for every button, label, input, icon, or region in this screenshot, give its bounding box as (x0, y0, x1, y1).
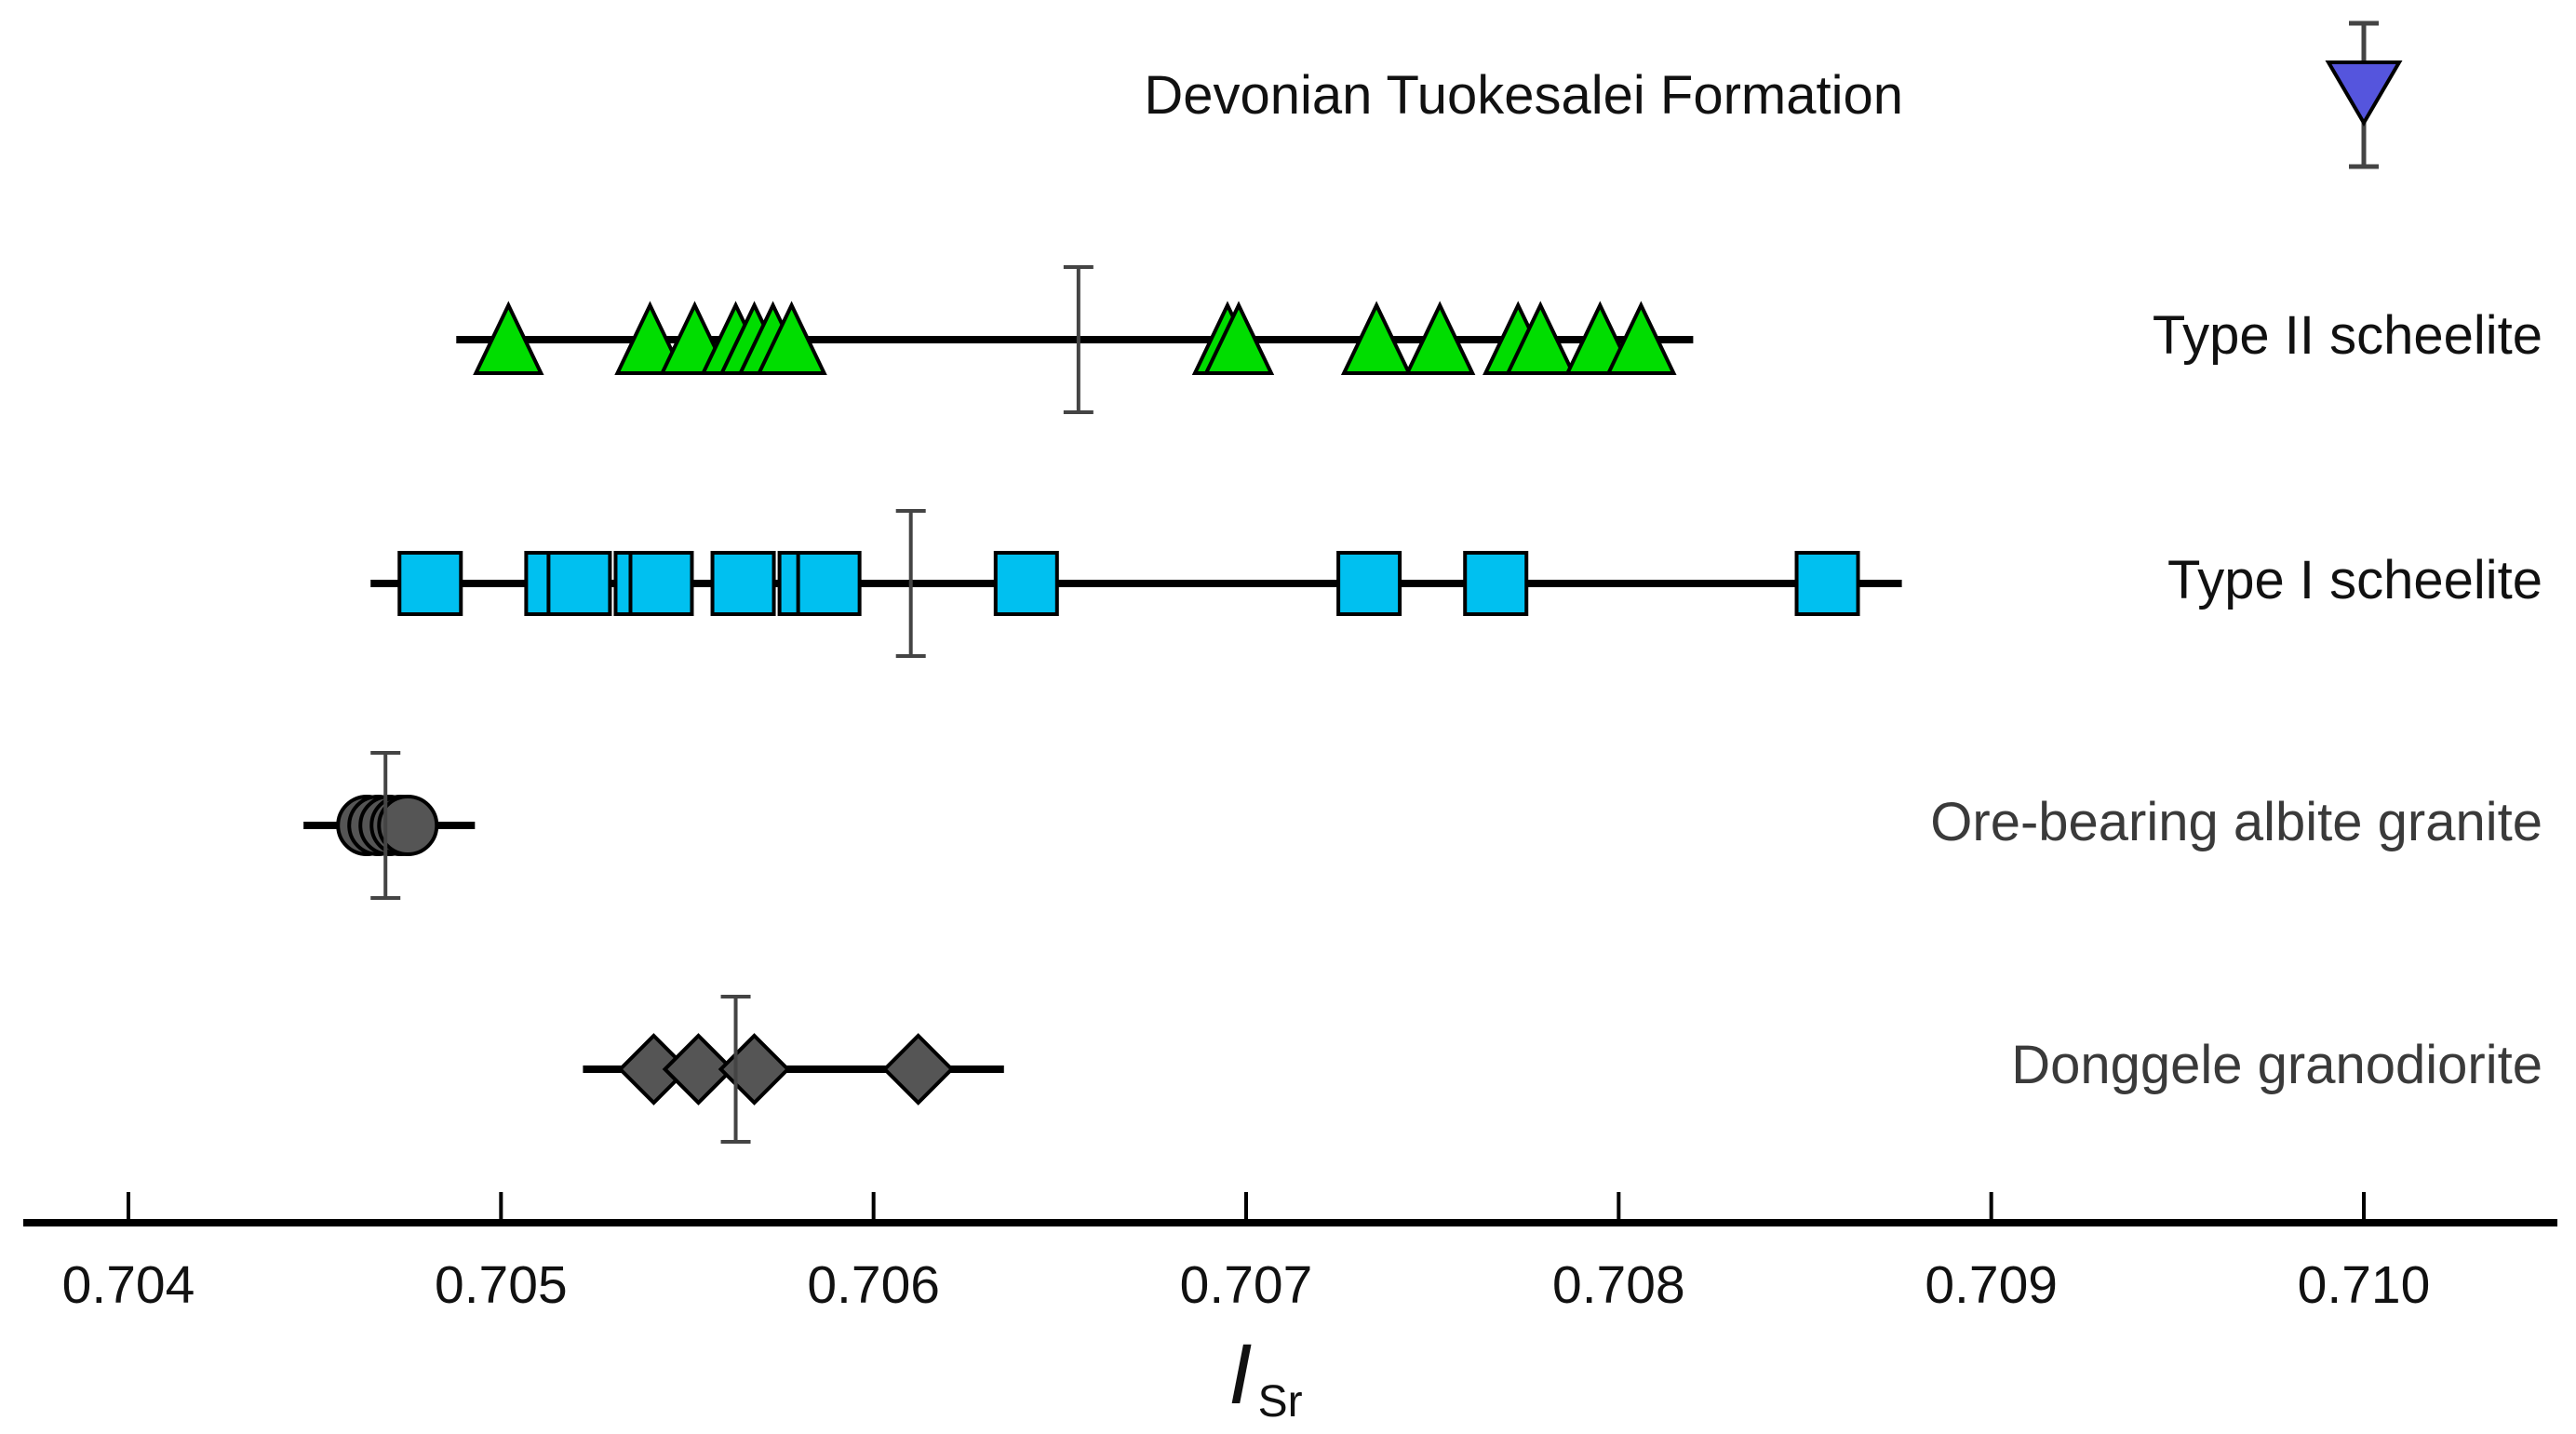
data-point-square (546, 551, 612, 616)
row-label-albite-granite: Ore-bearing albite granite (1930, 792, 2542, 852)
data-point-triangle (1340, 301, 1413, 375)
series-donggele (583, 995, 1004, 1144)
data-point-diamond (718, 1033, 791, 1106)
x-axis-tick-labels: 0.704 0.705 0.706 0.707 0.708 0.709 0.710 (62, 1255, 2431, 1315)
x-axis-title: I Sr (1228, 1327, 1303, 1427)
data-point-triangle (473, 301, 544, 375)
x-axis-title-subscript: Sr (1258, 1377, 1303, 1427)
data-point-square (993, 551, 1059, 616)
x-tick-label: 0.710 (2298, 1255, 2431, 1315)
row-label-devonian: Devonian Tuokesalei Formation (1144, 65, 1903, 126)
plot-area (303, 20, 2403, 1144)
x-tick-label: 0.706 (807, 1255, 940, 1315)
data-point-triangle (1505, 301, 1576, 375)
x-tick-label: 0.707 (1180, 1255, 1313, 1315)
series-albite-granite (303, 751, 476, 900)
row-label-type-ii: Type II scheelite (2153, 305, 2542, 366)
data-point-square (1336, 551, 1402, 616)
data-point-square (628, 551, 694, 616)
data-point-triangle-down (2325, 60, 2403, 127)
data-point-triangle (614, 301, 686, 375)
data-point-triangle (1403, 301, 1476, 375)
x-tick-label: 0.708 (1552, 1255, 1685, 1315)
data-point-triangle (1202, 301, 1275, 375)
data-point-diamond (881, 1033, 955, 1106)
x-tick-label: 0.705 (435, 1255, 568, 1315)
series-devonian (2325, 20, 2403, 169)
series-type-ii (456, 265, 1694, 414)
series-type-i (370, 509, 1902, 658)
data-point-square (1463, 551, 1529, 616)
data-point-triangle (756, 301, 827, 375)
x-axis-title-main: I (1228, 1327, 1253, 1422)
data-point-triangle (1605, 301, 1677, 375)
data-point-square (710, 551, 776, 616)
data-point-square (397, 551, 463, 616)
data-point-diamond (662, 1033, 735, 1106)
data-point-circle (377, 795, 439, 856)
row-label-donggele: Donggele granodiorite (2011, 1035, 2542, 1095)
x-axis-ticks (127, 1192, 2366, 1223)
data-point-square (1794, 551, 1860, 616)
data-point-square (796, 551, 862, 616)
x-tick-label: 0.709 (1925, 1255, 2058, 1315)
row-label-type-i: Type I scheelite (2167, 550, 2542, 610)
x-tick-label: 0.704 (62, 1255, 195, 1315)
